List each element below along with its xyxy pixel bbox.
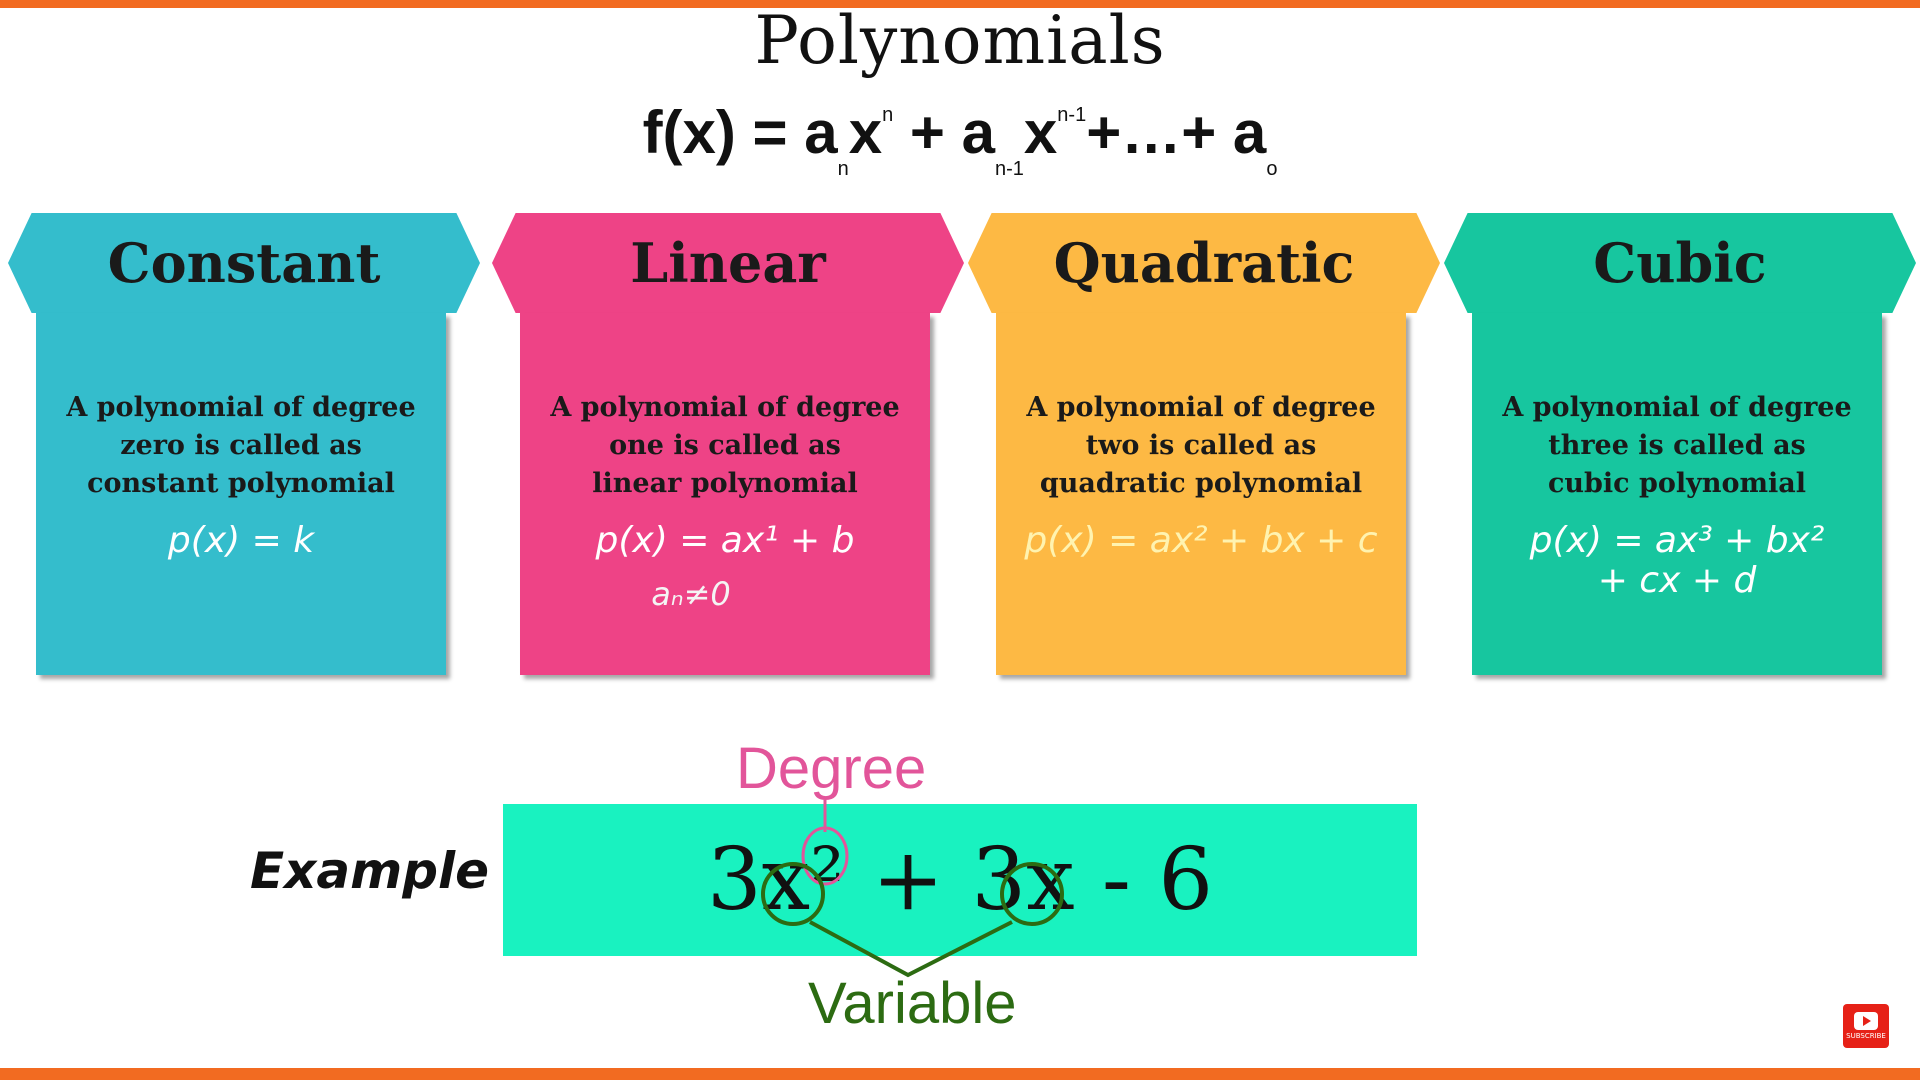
formula-sub-n: n <box>837 158 849 180</box>
card-header: Cubic <box>1444 213 1916 313</box>
formula-sup-n: n <box>882 104 894 126</box>
formula-x2: x <box>1023 99 1058 166</box>
card-header: Linear <box>492 213 964 313</box>
card-title: Cubic <box>1593 231 1767 295</box>
page-title: Polynomials <box>754 2 1166 79</box>
card-body: A polynomial of degree one is called as … <box>520 313 930 675</box>
card-body: A polynomial of degree three is called a… <box>1472 313 1882 675</box>
formula-sup-n1: n-1 <box>1057 104 1087 126</box>
card-title: Quadratic <box>1053 231 1355 295</box>
card-title: Linear <box>630 231 826 295</box>
general-polynomial-formula: f(x) = anxn + an-1xn-1+…+ ao <box>0 88 1920 180</box>
formula-x1: x <box>848 99 883 166</box>
variable-label: Variable <box>808 971 1017 1036</box>
card-equation: p(x) = ax³ + bx² + cx + d <box>1529 520 1825 601</box>
example-expression: 3x² + 3x - 6 <box>706 830 1214 930</box>
card-equation: p(x) = ax¹ + b <box>595 520 855 561</box>
card-header: Quadratic <box>968 213 1440 313</box>
card-linear: Linear A polynomial of degree one is cal… <box>492 213 964 683</box>
card-constant: Constant A polynomial of degree zero is … <box>8 213 480 683</box>
card-equation: p(x) = ax² + bx + c <box>1024 520 1378 561</box>
formula-sub-0: o <box>1266 158 1278 180</box>
top-accent-bar <box>0 0 1920 8</box>
formula-sub-n1: n-1 <box>995 158 1024 180</box>
card-header: Constant <box>8 213 480 313</box>
formula-lhs: f(x) = a <box>642 99 838 166</box>
card-equation: p(x) = k <box>167 520 315 561</box>
card-description: A polynomial of degree one is called as … <box>550 392 900 499</box>
youtube-subscribe-icon[interactable]: SUBSCRIBE <box>1843 1004 1889 1048</box>
card-title: Constant <box>107 231 381 295</box>
formula-plus1: + a <box>893 99 995 166</box>
example-label: Example <box>250 842 490 900</box>
degree-label: Degree <box>736 736 927 801</box>
card-cubic: Cubic A polynomial of degree three is ca… <box>1444 213 1916 683</box>
card-quadratic: Quadratic A polynomial of degree two is … <box>968 213 1440 683</box>
subscribe-text: SUBSCRIBE <box>1846 1032 1886 1040</box>
bottom-accent-bar <box>0 1068 1920 1080</box>
card-body: A polynomial of degree two is called as … <box>996 313 1406 675</box>
card-description: A polynomial of degree two is called as … <box>1026 392 1376 499</box>
card-description: A polynomial of degree zero is called as… <box>66 392 416 499</box>
card-note: aₙ≠0 <box>651 575 731 613</box>
formula-tail: +…+ a <box>1086 99 1267 166</box>
play-icon <box>1854 1012 1878 1030</box>
card-description: A polynomial of degree three is called a… <box>1502 392 1852 499</box>
card-body: A polynomial of degree zero is called as… <box>36 313 446 675</box>
